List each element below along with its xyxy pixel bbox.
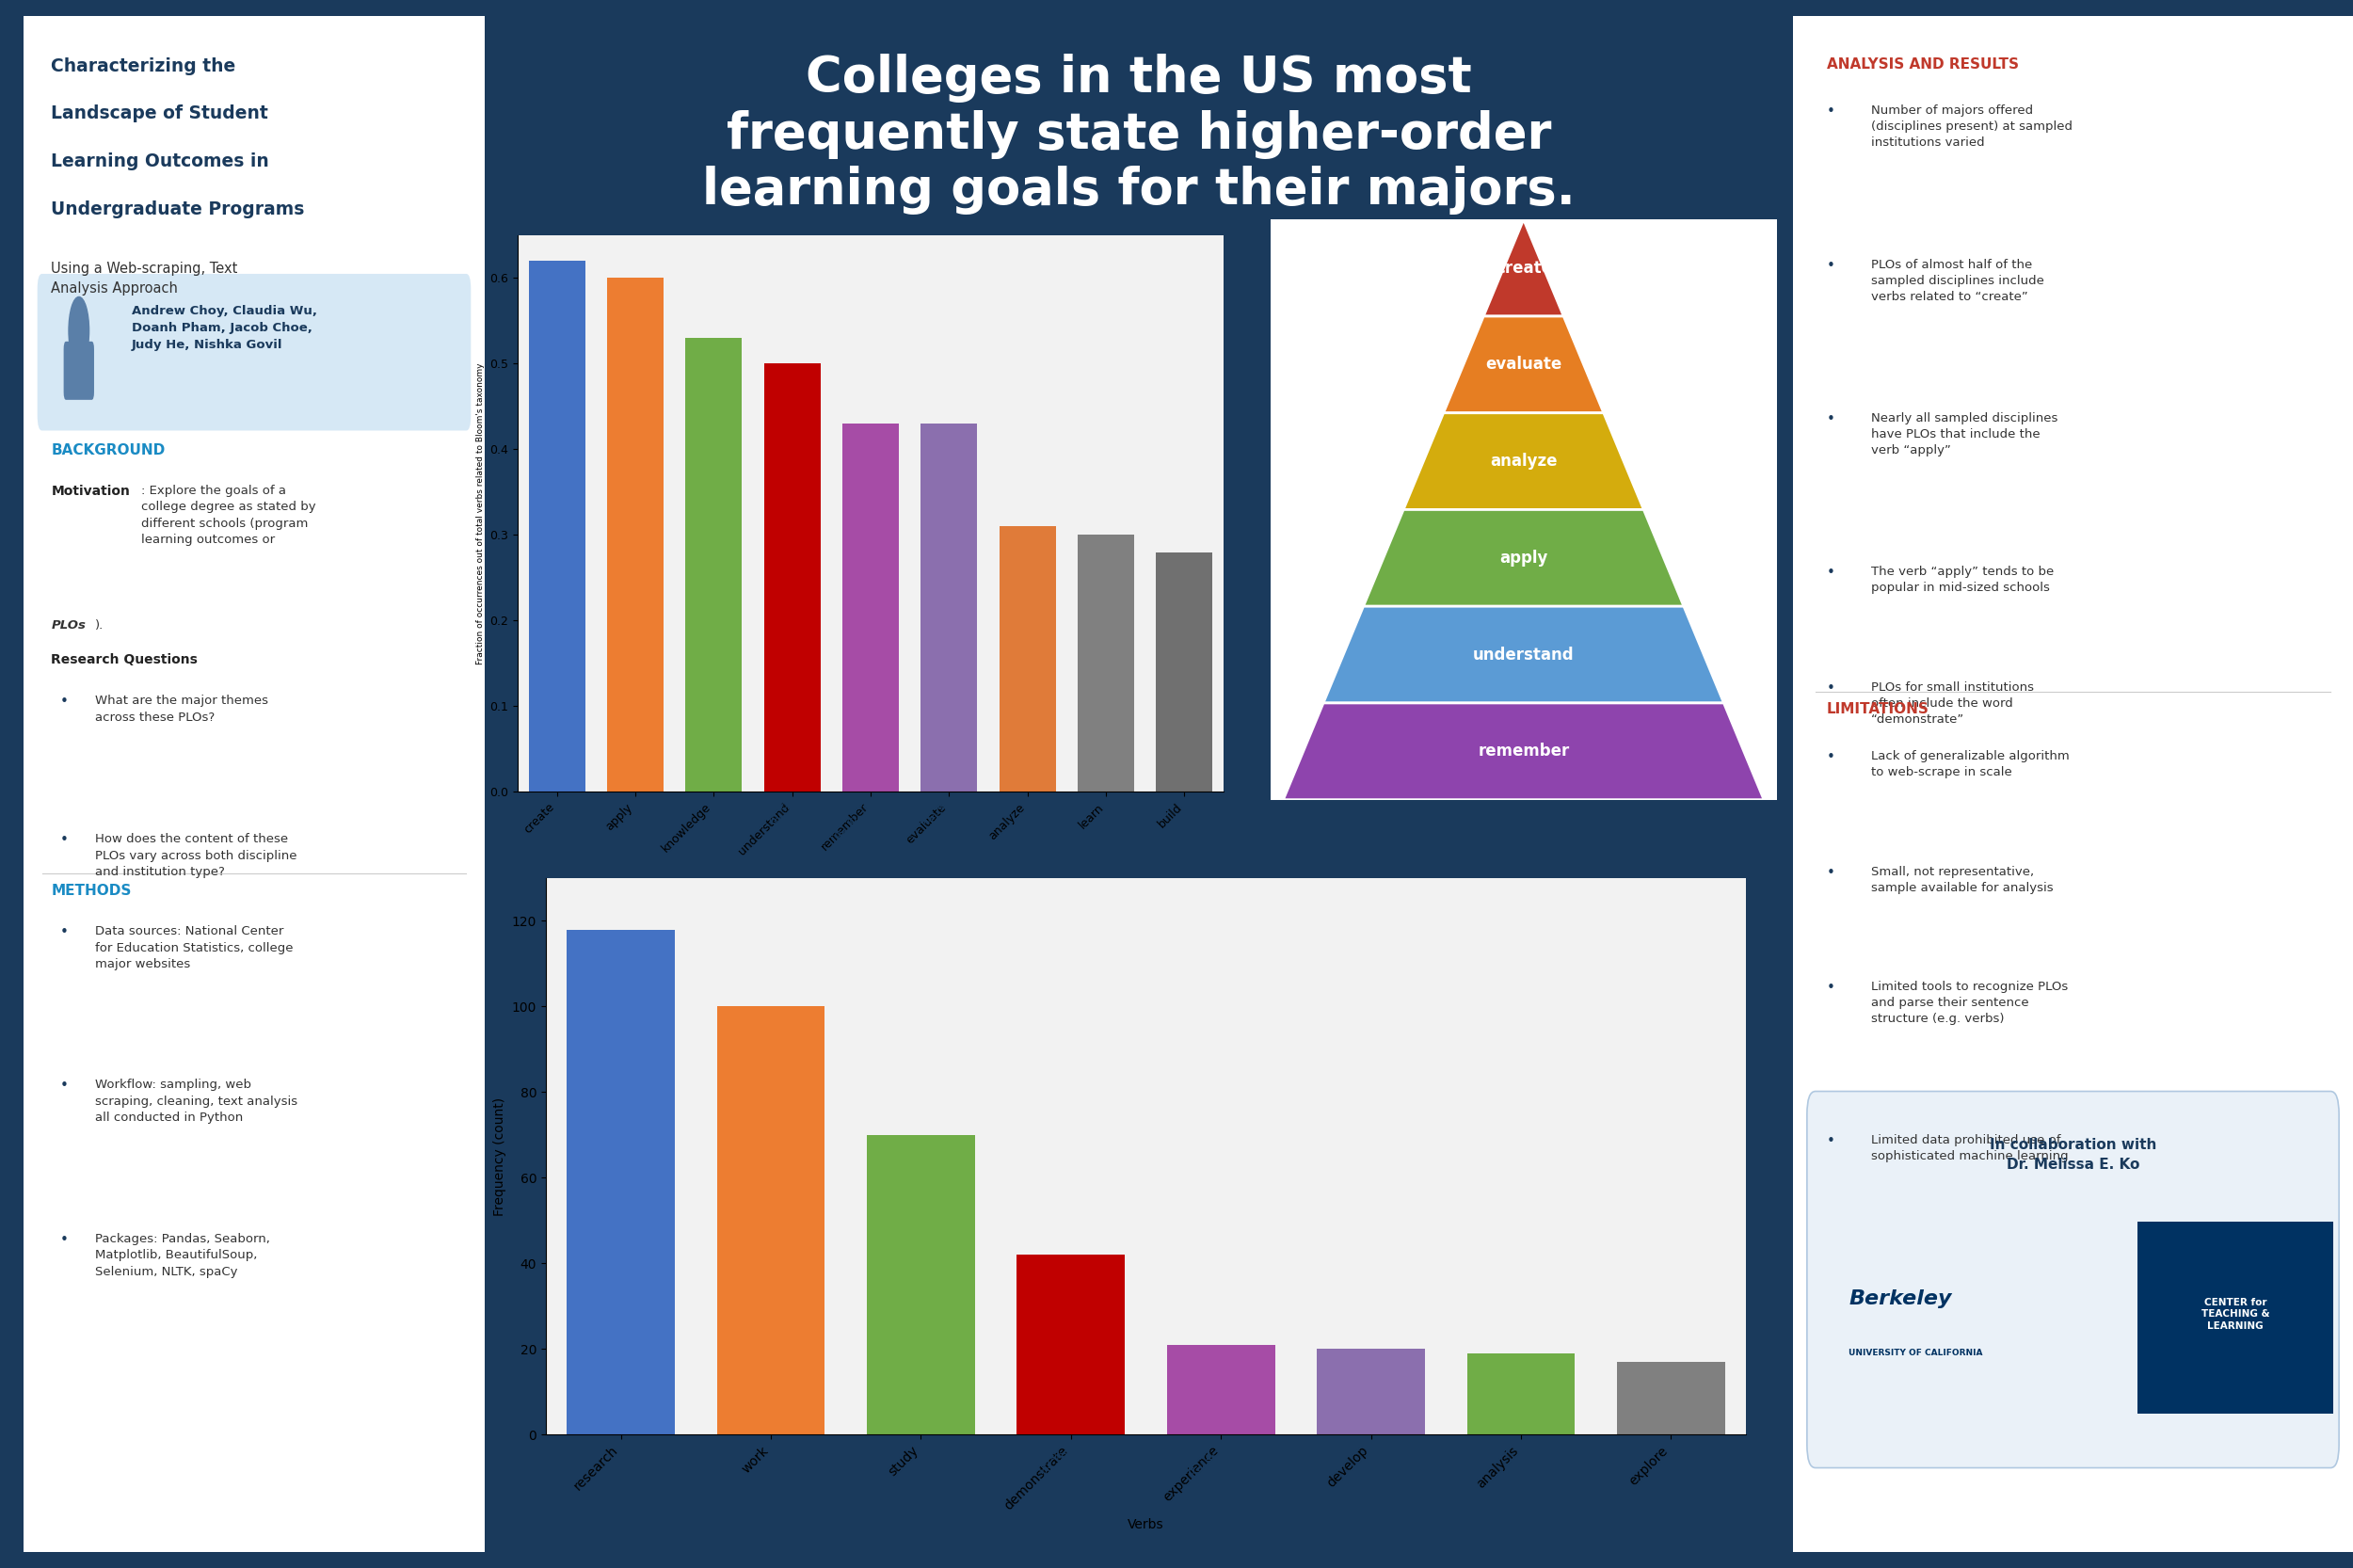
Text: •: •	[1826, 681, 1835, 695]
X-axis label: Verbs: Verbs	[1127, 1518, 1165, 1530]
Text: : Explore the goals of a
college degree as stated by
different schools (program
: : Explore the goals of a college degree …	[141, 485, 315, 546]
Bar	[1318, 1348, 1426, 1435]
Bar	[1617, 1363, 1725, 1435]
Text: Limited data prohibited use of
sophisticated machine learning: Limited data prohibited use of sophistic…	[1871, 1134, 2068, 1162]
Bar	[1167, 1345, 1275, 1435]
Text: Workflow: sampling, web
scraping, cleaning, text analysis
all conducted in Pytho: Workflow: sampling, web scraping, cleani…	[94, 1079, 296, 1124]
Text: Motivation: Motivation	[52, 485, 129, 497]
Text: Berkeley: Berkeley	[1849, 1289, 1953, 1308]
Bar	[567, 930, 675, 1435]
Text: •: •	[61, 925, 68, 939]
FancyBboxPatch shape	[1271, 220, 1777, 800]
Text: Lack of generalizable algorithm
to web-scrape in scale: Lack of generalizable algorithm to web-s…	[1871, 750, 2071, 778]
Y-axis label: Frequency (count): Frequency (count)	[494, 1098, 506, 1215]
FancyBboxPatch shape	[1807, 1091, 2339, 1468]
Text: •: •	[1826, 980, 1835, 994]
Text: Research Questions: Research Questions	[52, 654, 198, 666]
Text: •: •	[1826, 259, 1835, 273]
Circle shape	[68, 296, 89, 364]
Text: •: •	[61, 1079, 68, 1093]
Text: create: create	[1497, 259, 1553, 276]
Text: •: •	[1826, 1134, 1835, 1148]
Text: •: •	[61, 833, 68, 847]
Text: Andrew Choy, Claudia Wu,
Doanh Pham, Jacob Choe,
Judy He, Nishka Govil: Andrew Choy, Claudia Wu, Doanh Pham, Jac…	[132, 304, 318, 351]
Text: apply: apply	[1499, 549, 1548, 566]
Polygon shape	[1482, 220, 1565, 317]
Text: LIMITATIONS: LIMITATIONS	[1826, 702, 1929, 717]
Text: What are the major themes
across these PLOs?: What are the major themes across these P…	[94, 695, 268, 723]
Text: How does the content of these
PLOs vary across both discipline
and institution t: How does the content of these PLOs vary …	[94, 833, 296, 878]
Text: •: •	[1826, 412, 1835, 426]
Text: Learning Outcomes in: Learning Outcomes in	[52, 152, 268, 171]
Text: ANALYSIS AND RESULTS: ANALYSIS AND RESULTS	[1826, 56, 2019, 71]
Y-axis label: Fraction of occurrences out of total verbs related to Bloom's taxonomy: Fraction of occurrences out of total ver…	[475, 362, 485, 665]
Text: Most commonly used verbs/words associated
with Bloom's taxonomy across entire cl: Most commonly used verbs/words associate…	[744, 800, 998, 840]
Text: understand: understand	[1473, 646, 1574, 663]
Bar	[718, 1007, 826, 1435]
Bar	[1016, 1254, 1125, 1435]
Bar	[1466, 1353, 1574, 1435]
Bar	[842, 423, 899, 792]
FancyBboxPatch shape	[64, 342, 94, 400]
Text: •: •	[1826, 866, 1835, 880]
Text: PLOs for small institutions
often include the word
“demonstrate”: PLOs for small institutions often includ…	[1871, 681, 2035, 726]
Text: The verb “apply” tends to be
popular in mid-sized schools: The verb “apply” tends to be popular in …	[1871, 566, 2054, 594]
Bar	[529, 260, 586, 792]
Bar	[1000, 527, 1056, 792]
Polygon shape	[1322, 607, 1725, 702]
Text: analyze: analyze	[1489, 453, 1558, 470]
Text: evaluate: evaluate	[1485, 356, 1562, 373]
Text: Data sources: National Center
for Education Statistics, college
major websites: Data sources: National Center for Educat…	[94, 925, 294, 971]
Text: Using a Web-scraping, Text
Analysis Approach: Using a Web-scraping, Text Analysis Appr…	[52, 262, 238, 295]
Text: PLOs of almost half of the
sampled disciplines include
verbs related to “create”: PLOs of almost half of the sampled disci…	[1871, 259, 2045, 303]
Text: Most common verbs identified in PLOs sampled
from majors at small-size instituti: Most common verbs identified in PLOs sam…	[1014, 1450, 1278, 1477]
Text: •: •	[61, 695, 68, 709]
Text: In collaboration with
Dr. Melissa E. Ko: In collaboration with Dr. Melissa E. Ko	[1991, 1137, 2155, 1171]
Text: Characterizing the: Characterizing the	[52, 56, 235, 75]
Text: METHODS: METHODS	[52, 884, 132, 898]
Text: Packages: Pandas, Seaborn,
Matplotlib, BeautifulSoup,
Selenium, NLTK, spaCy: Packages: Pandas, Seaborn, Matplotlib, B…	[94, 1232, 271, 1278]
Text: remember: remember	[1478, 743, 1569, 760]
Text: Nearly all sampled disciplines
have PLOs that include the
verb “apply”: Nearly all sampled disciplines have PLOs…	[1871, 412, 2059, 456]
Text: ).: ).	[94, 619, 104, 632]
Text: Small, not representative,
sample available for analysis: Small, not representative, sample availa…	[1871, 866, 2054, 894]
Text: CENTER for
TEACHING &
LEARNING: CENTER for TEACHING & LEARNING	[2202, 1298, 2271, 1331]
Polygon shape	[1282, 702, 1765, 800]
Text: •: •	[1826, 105, 1835, 119]
Bar	[866, 1135, 974, 1435]
Text: Bloom's taxonomy of verbs in PLOs.
Adapted from Vanderbilt University
Center for: Bloom's taxonomy of verbs in PLOs. Adapt…	[1424, 808, 1624, 848]
FancyBboxPatch shape	[38, 274, 471, 431]
Polygon shape	[1362, 510, 1685, 607]
Polygon shape	[1442, 317, 1605, 412]
Text: Colleges in the US most
frequently state higher-order
learning goals for their m: Colleges in the US most frequently state…	[701, 55, 1577, 215]
Bar	[1078, 535, 1134, 792]
Polygon shape	[1402, 412, 1645, 510]
Text: BACKGROUND: BACKGROUND	[52, 442, 165, 456]
Text: Undergraduate Programs: Undergraduate Programs	[52, 201, 306, 218]
Text: Limited tools to recognize PLOs
and parse their sentence
structure (e.g. verbs): Limited tools to recognize PLOs and pars…	[1871, 980, 2068, 1025]
FancyBboxPatch shape	[2137, 1221, 2334, 1414]
Text: Landscape of Student: Landscape of Student	[52, 105, 268, 122]
Text: •: •	[61, 1232, 68, 1247]
Text: Number of majors offered
(disciplines present) at sampled
institutions varied: Number of majors offered (disciplines pr…	[1871, 105, 2073, 149]
Bar	[685, 339, 741, 792]
Bar	[765, 364, 821, 792]
Text: •: •	[1826, 566, 1835, 580]
Text: UNIVERSITY OF CALIFORNIA: UNIVERSITY OF CALIFORNIA	[1849, 1348, 1984, 1356]
Bar	[607, 278, 664, 792]
Text: PLOs: PLOs	[52, 619, 87, 632]
Bar	[920, 423, 976, 792]
Bar	[1155, 552, 1212, 792]
Text: •: •	[1826, 750, 1835, 764]
